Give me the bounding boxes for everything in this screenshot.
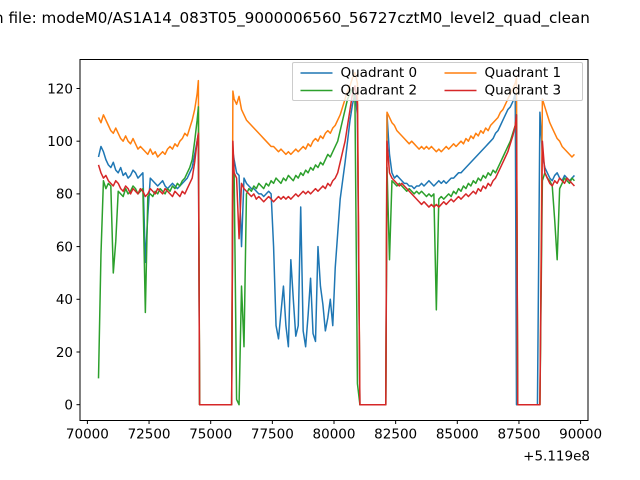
series-line-2 [97, 87, 575, 406]
legend-label-3: Quadrant 3 [485, 83, 562, 99]
xtick-label: 80000 [313, 427, 356, 443]
legend-label-2: Quadrant 2 [341, 83, 418, 99]
legend-label-0: Quadrant 0 [341, 65, 418, 81]
axes-ticks [76, 87, 582, 424]
xtick-label: 75000 [189, 427, 232, 443]
ytick-label: 60 [56, 239, 73, 255]
series-group [97, 71, 575, 406]
ytick-label: 0 [64, 397, 73, 413]
ytick-label: 120 [47, 81, 73, 97]
ytick-label: 100 [47, 134, 73, 150]
ytick-label: 20 [56, 345, 73, 361]
axes-spines [79, 59, 589, 421]
x-axis-offset-label: +5.119e8 [523, 449, 590, 465]
xtick-label: 77500 [251, 427, 294, 443]
axes-frame [79, 59, 589, 421]
ytick-label: 40 [56, 292, 73, 308]
axes-tick-labels: 0 20 40 60 80 100 120 70000 72500 75000 77500 80000… [47, 81, 602, 464]
figure-title: n file: modeM0/AS1A14_083T05_9000006560_… [0, 9, 590, 27]
ytick-label: 80 [56, 187, 73, 203]
xtick-label: 85000 [436, 427, 479, 443]
xtick-label: 82500 [374, 427, 417, 443]
series-line-0 [97, 93, 575, 406]
xtick-label: 72500 [128, 427, 171, 443]
xtick-label: 70000 [66, 427, 109, 443]
xtick-label: 87500 [497, 427, 540, 443]
legend-label-1: Quadrant 1 [485, 65, 562, 81]
series-line-3 [97, 85, 575, 406]
legend[interactable]: Quadrant 0 Quadrant 1 Quadrant 2 Quadrant 3 [292, 62, 583, 101]
xtick-label: 90000 [559, 427, 602, 443]
legend-frame [292, 62, 583, 101]
series-line-1 [97, 71, 575, 406]
